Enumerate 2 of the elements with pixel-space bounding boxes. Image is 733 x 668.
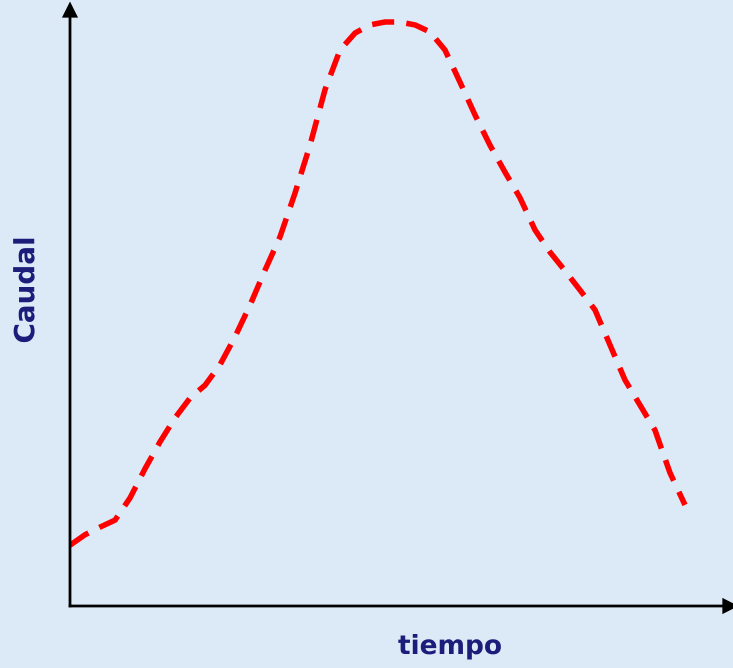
y-axis-title: Caudal [13, 238, 35, 342]
x-axis-title: tiempo [398, 634, 501, 660]
